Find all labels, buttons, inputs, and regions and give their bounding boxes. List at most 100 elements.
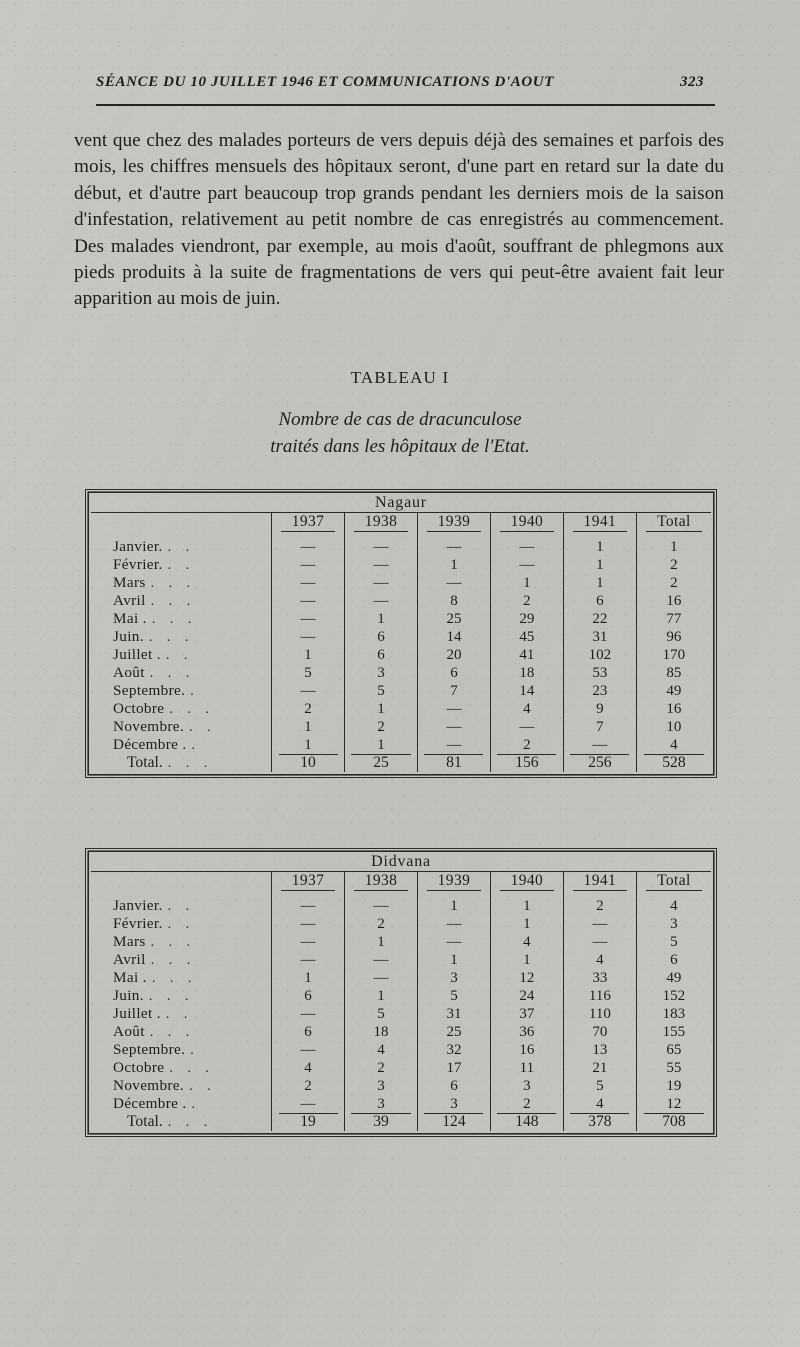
- cell-didvana-décembre-1940: 2: [490, 1095, 564, 1113]
- leader-dots: . . .: [149, 1025, 195, 1040]
- leader-dots: . . .: [150, 594, 196, 609]
- table-didvana-total-1937: 19: [271, 1113, 346, 1131]
- table-row: Mars. . . —1—4—5: [91, 933, 711, 951]
- cell-didvana-janvier-1938: —: [344, 897, 418, 915]
- cell-nagaur-décembre-1937: 1: [271, 736, 346, 754]
- table-row: Juin.. . . —6 14 45 31 96: [91, 628, 711, 646]
- leader-dots: . . .: [148, 630, 194, 645]
- month-label: Août. . .: [91, 664, 273, 682]
- cell-nagaur-mars-1940: 1: [490, 574, 564, 592]
- cell-didvana-mai-1940: 12: [490, 969, 564, 987]
- month-label: Avril. . .: [91, 951, 273, 969]
- cell-nagaur-juillet-1939: 20: [417, 646, 491, 664]
- cell-nagaur-février-1939: 1: [417, 556, 491, 574]
- cell-nagaur-février-1941: 1: [563, 556, 637, 574]
- cell-didvana-février-1940: 1: [490, 915, 564, 933]
- table-nagaur-title-row: Nagaur: [91, 494, 711, 513]
- month-label: Février.. .: [91, 915, 273, 933]
- leader-dots: . .: [167, 899, 195, 914]
- table-didvana-total-row: Total.. . . 19 39 124 148 378 708: [91, 1113, 711, 1131]
- table-row: Mars. . . — — —1 1 2: [91, 574, 711, 592]
- cell-didvana-mai-1937: 1: [271, 969, 346, 987]
- leader-dots: . . .: [150, 576, 196, 591]
- table-row: Mai .. . . 1—3 12 33 49: [91, 969, 711, 987]
- leader-dots: . . .: [167, 1115, 213, 1130]
- cell-didvana-août-1939: 25: [417, 1023, 491, 1041]
- table-nagaur-total-row: Total.. . . 10 25 81 156 256 528: [91, 754, 711, 772]
- cell-nagaur-avril-1938: —: [344, 592, 418, 610]
- cell-didvana-novembre-1937: 2: [271, 1077, 346, 1095]
- cell-didvana-juin-1938: 1: [344, 987, 418, 1005]
- cell-nagaur-février-1940: —: [490, 556, 564, 574]
- month-label: Septembre..: [91, 1041, 273, 1059]
- table-row: Novembre.. . 1 2— —7 10: [91, 718, 711, 736]
- cell-nagaur-septembre-1938: 5: [344, 682, 418, 700]
- cell-didvana-mai-1938: —: [344, 969, 418, 987]
- table-nagaur-total-1938: 25: [344, 754, 418, 772]
- cell-didvana-juillet-1940: 37: [490, 1005, 564, 1023]
- cell-didvana-décembre-1938: 3: [344, 1095, 418, 1113]
- table-nagaur-total-1940: 156: [490, 754, 564, 772]
- cell-didvana-décembre-1939: 3: [417, 1095, 491, 1113]
- month-label: Janvier.. .: [91, 538, 273, 556]
- cell-didvana-octobre-1937: 4: [271, 1059, 346, 1077]
- cell-nagaur-mai-1940: 29: [490, 610, 564, 628]
- cell-nagaur-avril-1941: 6: [563, 592, 637, 610]
- table-didvana-header-1941: 1941: [563, 871, 637, 890]
- running-head-title: SÉANCE DU 10 JUILLET 1946 ET COMMUNICATI…: [96, 74, 554, 90]
- cell-nagaur-janvier-1939: —: [417, 538, 491, 556]
- cell-nagaur-septembre-total: 49: [666, 682, 682, 699]
- leader-dots: . . .: [148, 989, 194, 1004]
- cell-didvana-septembre-1941: 13: [563, 1041, 637, 1059]
- cell-nagaur-décembre-1941: —: [563, 736, 637, 754]
- cell-didvana-octobre-1941: 21: [563, 1059, 637, 1077]
- cell-didvana-juillet-1938: 5: [344, 1005, 418, 1023]
- table-didvana-grid: Didvana 1937 1938 1939 1940 1941 Total: [91, 853, 711, 1131]
- cell-nagaur-septembre-1939: 7: [417, 682, 491, 700]
- cell-nagaur-juin-1939: 14: [417, 628, 491, 646]
- month-label: Août. . .: [91, 1023, 273, 1041]
- month-label: Juin.. . .: [91, 987, 273, 1005]
- table-caption-line-2: traités dans les hôpitaux de l'Etat.: [270, 436, 530, 457]
- cell-nagaur-décembre-1940: 2: [490, 736, 564, 754]
- table-row: Janvier.. . — — — —1 1: [91, 538, 711, 556]
- cell-didvana-juillet-1937: —: [271, 1005, 346, 1023]
- cell-nagaur-mars-1941: 1: [563, 574, 637, 592]
- table-row: Février.. . — —1—1 2: [91, 556, 711, 574]
- cell-didvana-janvier-1941: 2: [563, 897, 637, 915]
- cell-nagaur-avril-1939: 8: [417, 592, 491, 610]
- cell-didvana-décembre-1941: 4: [563, 1095, 637, 1113]
- cell-nagaur-octobre-total: 16: [666, 700, 682, 717]
- month-label: Novembre.. .: [91, 1077, 273, 1095]
- cell-nagaur-mars-1939: —: [417, 574, 491, 592]
- table-didvana-header-1940: 1940: [490, 871, 564, 890]
- cell-nagaur-septembre-1937: —: [271, 682, 346, 700]
- table-row: Décembre .. 1 1—2—4: [91, 736, 711, 754]
- cell-nagaur-mars-1937: —: [271, 574, 346, 592]
- table-row: Octobre. . . 2 1—4 9 16: [91, 700, 711, 718]
- cell-didvana-juin-1939: 5: [417, 987, 491, 1005]
- cell-nagaur-novembre-1938: 2: [344, 718, 418, 736]
- table-nagaur-header-1941: 1941: [563, 512, 637, 531]
- table-row: Février.. . —2—1—3: [91, 915, 711, 933]
- month-label: Juillet .. .: [91, 1005, 273, 1023]
- cell-nagaur-août-1941: 53: [563, 664, 637, 682]
- table-caption: Nombre de cas de dracunculose traités da…: [0, 406, 800, 460]
- cell-nagaur-juin-1937: —: [271, 628, 346, 646]
- table-row: Août. . . 6 18 25 36 70 155: [91, 1023, 711, 1041]
- cell-didvana-septembre-total: 65: [666, 1041, 682, 1058]
- leader-dots: . .: [165, 1007, 193, 1022]
- cell-didvana-novembre-1941: 5: [563, 1077, 637, 1095]
- cell-nagaur-novembre-1937: 1: [271, 718, 346, 736]
- leader-dots: . . .: [149, 666, 195, 681]
- leader-dots: . .: [167, 540, 195, 555]
- header-rule: [96, 104, 715, 106]
- cell-didvana-avril-1938: —: [344, 951, 418, 969]
- cell-didvana-février-1939: —: [417, 915, 491, 933]
- cell-didvana-mars-1937: —: [271, 933, 346, 951]
- table-nagaur-total-1941: 256: [563, 754, 637, 772]
- table-nagaur-total-1937: 10: [271, 754, 346, 772]
- cell-didvana-novembre-total: 19: [666, 1077, 682, 1094]
- table-row: Novembre.. . 2 3 6 3 5 19: [91, 1077, 711, 1095]
- cell-didvana-novembre-1939: 6: [417, 1077, 491, 1095]
